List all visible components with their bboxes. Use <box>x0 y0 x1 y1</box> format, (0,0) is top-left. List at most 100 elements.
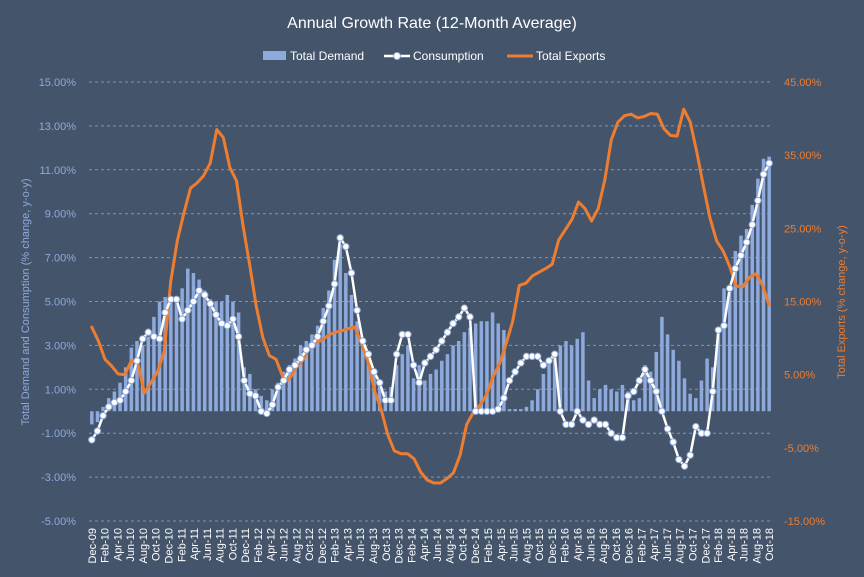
total-demand-bar <box>281 371 286 412</box>
consumption-point <box>161 308 169 317</box>
legend-total-demand-swatch <box>263 51 286 60</box>
x-tick-label: Apr-15 <box>496 528 508 561</box>
consumption-point <box>342 242 350 251</box>
total-demand-bar <box>513 409 517 412</box>
x-tick-label: Aug-12 <box>291 528 303 563</box>
consumption-point <box>720 321 728 330</box>
total-demand-bar <box>479 321 484 412</box>
total-demand-bar <box>287 365 292 412</box>
x-tick-label: Feb-11 <box>176 528 188 562</box>
consumption-point <box>737 251 745 260</box>
total-demand-bar <box>434 369 438 412</box>
consumption-point <box>387 396 395 404</box>
consumption-point <box>579 416 587 424</box>
consumption-point <box>319 317 327 325</box>
x-tick-label: Aug-14 <box>445 528 457 563</box>
x-tick-label: Apr-13 <box>342 528 354 561</box>
total-demand-bar <box>428 373 433 412</box>
consumption-point <box>121 387 130 396</box>
x-tick-label: Jun-12 <box>279 528 291 562</box>
total-demand-bar <box>722 288 726 412</box>
total-demand-bar <box>699 380 704 412</box>
total-demand-bar <box>304 341 309 412</box>
total-demand-bar <box>90 411 94 425</box>
total-demand-bar <box>423 380 427 412</box>
consumption-point <box>567 420 576 429</box>
consumption-point <box>652 387 660 396</box>
consumption-point <box>759 170 768 178</box>
consumption-point <box>133 357 141 365</box>
consumption-point <box>409 361 418 369</box>
total-demand-bar <box>609 389 613 412</box>
x-tick-label: Dec-16 <box>624 528 636 563</box>
consumption-point <box>709 387 717 396</box>
consumption-point <box>370 368 378 376</box>
consumption-point <box>291 361 299 369</box>
consumption-point <box>93 427 102 435</box>
left-tick-label: 11.00% <box>40 165 77 177</box>
total-demand-bar <box>660 316 664 412</box>
x-tick-label: Feb-13 <box>330 528 342 563</box>
x-tick-label: Dec-14 <box>470 528 482 563</box>
x-tick-label: Oct-12 <box>304 528 316 561</box>
consumption-point <box>675 455 683 464</box>
total-demand-bar <box>152 316 156 412</box>
consumption-point <box>754 196 762 205</box>
total-demand-bar <box>530 400 534 412</box>
left-tick-label: -5.00% <box>41 516 76 528</box>
x-tick-label: Aug-18 <box>751 528 763 563</box>
left-tick-label: 5.00% <box>45 297 76 309</box>
total-demand-bar <box>586 380 591 412</box>
x-tick-label: Feb-17 <box>636 528 648 563</box>
total-demand-bar <box>490 312 495 412</box>
consumption-point <box>635 376 644 385</box>
total-demand-bar <box>519 409 523 412</box>
consumption-point <box>438 337 446 345</box>
right-tick-label: 45.00% <box>784 77 822 89</box>
x-tick-label: Dec-15 <box>547 528 559 563</box>
total-demand-bar <box>411 378 416 412</box>
consumption-point <box>663 425 672 433</box>
total-demand-bar <box>361 341 365 412</box>
consumption-point <box>359 337 367 345</box>
consumption-point <box>607 429 615 437</box>
total-demand-bar <box>535 389 540 412</box>
consumption-point <box>573 407 581 415</box>
total-demand-bar <box>637 398 642 412</box>
total-demand-bar <box>705 358 709 412</box>
consumption-point <box>353 306 361 314</box>
total-demand-bar <box>716 330 721 412</box>
consumption-point <box>630 387 638 396</box>
total-demand-bar <box>592 398 596 412</box>
x-tick-label: Jun-10 <box>125 528 137 562</box>
total-demand-bar <box>541 373 546 412</box>
consumption-point <box>725 284 734 293</box>
x-tick-label: Jun-17 <box>662 528 674 562</box>
consumption-point <box>325 302 333 310</box>
total-demand-bar <box>180 288 184 412</box>
right-axis-label: Total Exports (% change, y-o-y) <box>836 225 848 378</box>
consumption-point <box>534 352 542 361</box>
total-demand-bar <box>569 345 574 412</box>
consumption-point <box>347 269 356 277</box>
total-demand-bar <box>575 338 580 412</box>
consumption-point <box>426 352 435 361</box>
total-demand-bar <box>677 360 681 412</box>
x-tick-label: Apr-11 <box>189 528 201 560</box>
consumption-point <box>545 357 553 365</box>
consumption-point <box>601 420 610 429</box>
x-tick-label: Aug-15 <box>521 528 533 563</box>
consumption-point <box>392 350 401 358</box>
consumption-point <box>172 295 181 304</box>
total-demand-bar <box>688 393 692 412</box>
consumption-point <box>280 376 288 385</box>
consumption-point <box>105 403 113 411</box>
total-demand-bar <box>462 332 467 412</box>
consumption-point <box>268 400 277 409</box>
consumption-point <box>234 332 243 341</box>
total-demand-bar <box>767 156 771 412</box>
consumption-point <box>494 405 502 413</box>
consumption-point <box>263 409 271 418</box>
x-tick-label: Jun-15 <box>509 528 521 562</box>
right-tick-label: 35.00% <box>784 150 822 162</box>
